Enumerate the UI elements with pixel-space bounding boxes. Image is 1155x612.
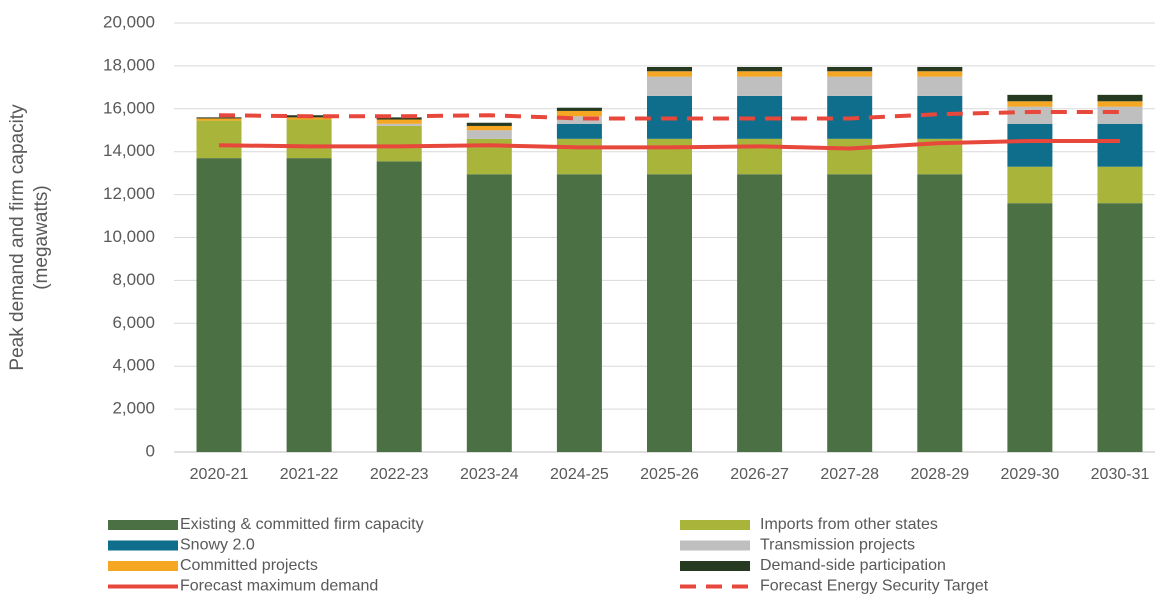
legend-swatch [108,520,178,530]
bar-segment [1007,203,1053,452]
bar-segment [1007,123,1053,167]
bar-segment [737,71,783,77]
x-tick-label: 2020-21 [190,466,249,483]
bar-segment [1007,106,1053,124]
y-tick-label: 20,000 [103,12,155,31]
legend-label: Demand-side participation [760,557,946,574]
bar-segment [827,71,873,77]
bar-segment [917,71,963,77]
bar-segment [1007,101,1053,107]
y-tick-label: 16,000 [103,98,155,117]
bar-segment [917,76,963,96]
bar-segment [1097,123,1143,167]
legend-label: Existing & committed firm capacity [180,516,424,533]
bar-segment [737,76,783,96]
x-tick-label: 2022-23 [370,466,429,483]
legend-swatch [680,540,750,551]
bar-segment [466,174,512,452]
bar-segment [286,158,332,452]
bar-segment [827,66,873,72]
line [218,138,1120,151]
y-tick-label: 12,000 [103,184,155,203]
y-axis-label: Peak demand and firm capacity [7,104,28,371]
bar-segment [647,71,692,77]
legend-label: Transmission projects [760,537,915,554]
bar-segment [556,174,602,452]
bar-segment [556,138,602,175]
y-tick-label: 10,000 [103,227,155,246]
x-tick-label: 2024-25 [550,466,609,483]
bar-segment [647,174,692,452]
bar-segment [1007,94,1053,102]
bar-segment [286,117,332,120]
legend-label: Forecast maximum demand [180,578,378,595]
bar-segment [556,110,602,117]
legend-label: Forecast Energy Security Target [760,578,989,595]
bar-segment [1097,106,1143,124]
bar-segment [466,122,512,126]
bar-segment [647,76,692,96]
bar-segment [917,66,963,72]
bar-segment [1097,203,1143,452]
bar-segment [737,174,783,452]
bar-segment [1097,101,1143,107]
bar-segment [647,138,692,175]
x-tick-label: 2026-27 [730,466,789,483]
x-tick-label: 2027-28 [820,466,879,483]
bar-segment [376,125,422,162]
bar-segment [196,117,242,119]
bar-segment [376,161,422,453]
y-tick-label: 6,000 [112,313,155,332]
line [218,110,1120,121]
bar-segment [466,125,512,131]
bar-segment [827,76,873,96]
bar-segment [556,123,602,139]
y-tick-label: 0 [146,441,155,460]
y-tick-label: 4,000 [112,356,155,375]
bar-segment [1097,166,1143,204]
y-tick-label: 14,000 [103,141,155,160]
legend-swatch [680,561,750,571]
bar-segment [376,119,422,124]
legend-label: Snowy 2.0 [180,537,255,554]
bar-segment [196,118,242,121]
bar-segment [556,116,602,124]
legend-label: Imports from other states [760,516,938,533]
bar-segment [376,117,422,120]
bar-segment [286,119,332,159]
x-tick-label: 2030-31 [1091,466,1150,483]
bar-segment [196,158,242,452]
bar-segment [737,138,783,175]
bar-segment [917,174,963,452]
bar-segment [466,130,512,139]
bar-segment [1007,166,1053,204]
legend-swatch [108,540,178,551]
bar-segment [1097,94,1143,102]
bar-segment [376,123,422,126]
y-tick-label: 18,000 [103,55,155,74]
bar-segment [827,174,873,452]
x-tick-label: 2021-22 [280,466,339,483]
legend-swatch [680,520,750,530]
x-tick-label: 2029-30 [1001,466,1060,483]
y-tick-label: 8,000 [112,270,155,289]
x-tick-label: 2025-26 [640,466,699,483]
y-axis-label: (megawatts) [31,185,52,290]
bar-segment [196,120,242,159]
legend-label: Committed projects [180,557,318,574]
bar-segment [827,138,873,175]
legend-swatch [108,561,178,571]
x-tick-label: 2023-24 [460,466,519,483]
x-tick-label: 2028-29 [910,466,969,483]
bar-segment [917,95,963,139]
bar-segment [556,107,602,111]
y-tick-label: 2,000 [112,399,155,418]
bar-segment [737,66,783,72]
bar-segment [647,66,692,72]
